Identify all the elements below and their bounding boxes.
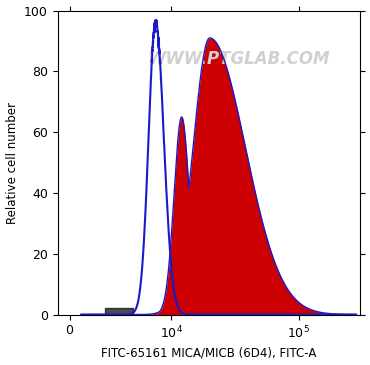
X-axis label: FITC-65161 MICA/MICB (6D4), FITC-A: FITC-65161 MICA/MICB (6D4), FITC-A	[101, 346, 316, 360]
Y-axis label: Relative cell number: Relative cell number	[6, 101, 18, 223]
Text: WWW.PTGLAB.COM: WWW.PTGLAB.COM	[148, 50, 330, 68]
